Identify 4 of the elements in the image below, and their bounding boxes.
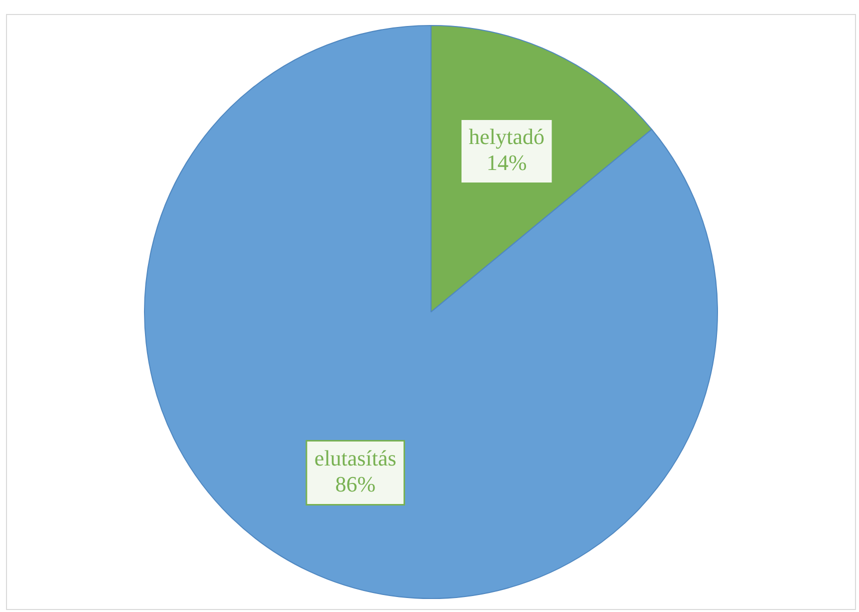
data-label: 14% xyxy=(486,150,527,176)
slice-label: helytadó xyxy=(468,124,545,150)
data-label: 86% xyxy=(335,472,376,497)
slice-label: elutasítás xyxy=(314,446,396,471)
